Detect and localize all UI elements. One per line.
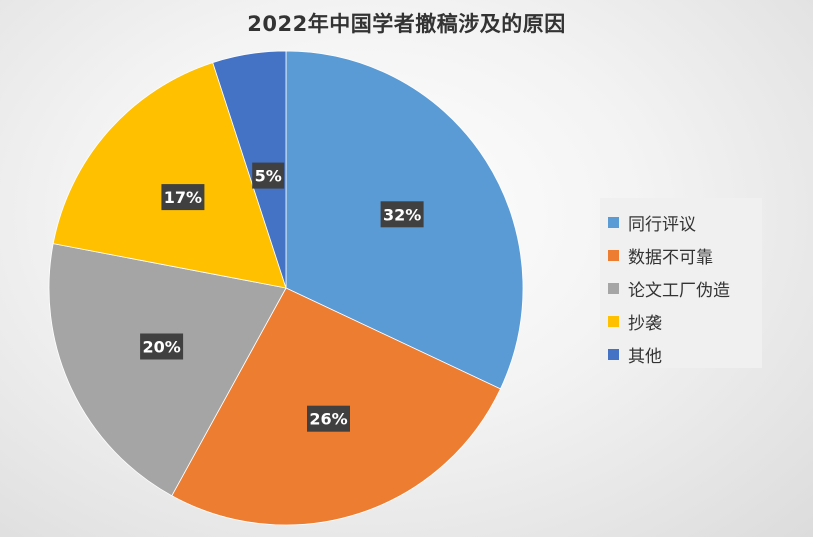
legend-swatch [608,283,619,294]
legend-label: 同行评议 [628,215,696,235]
legend-item-2: 数据不可靠 [608,239,762,272]
data-label-3: 20% [140,333,184,360]
legend-swatch [608,349,619,360]
legend-label: 抄袭 [628,314,662,334]
data-label-2: 26% [307,405,350,432]
data-label-text: 17% [164,188,202,207]
legend-item-1: 同行评议 [608,206,762,239]
data-label-box [307,405,350,432]
chart-title: 2022年中国学者撤稿涉及的原因 [247,12,566,36]
data-label-text: 5% [255,167,282,186]
pie-slice-4 [52,62,287,289]
legend-label: 其他 [628,347,662,367]
pie-slice-5 [212,50,287,289]
pie-slice-3 [48,243,287,497]
legend-item-3: 论文工厂伪造 [608,272,762,305]
legend-label: 论文工厂伪造 [628,281,730,301]
data-label-box [380,201,424,228]
legend-item-5: 其他 [608,338,762,371]
data-label-box [252,162,285,189]
legend-item-4: 抄袭 [608,305,762,338]
data-label-5: 5% [252,162,285,189]
data-label-4: 17% [161,184,205,211]
legend-swatch [608,217,619,228]
data-label-1: 32% [380,201,424,228]
legend-swatch [608,316,619,327]
data-label-box [161,184,205,211]
legend-swatch [608,250,619,261]
legend-label: 数据不可靠 [628,248,713,268]
data-label-text: 32% [383,205,421,224]
legend: 同行评议数据不可靠论文工厂伪造 抄袭其他 [600,198,762,368]
data-label-text: 26% [309,410,347,429]
data-label-box [140,333,184,360]
data-label-text: 20% [142,338,180,357]
